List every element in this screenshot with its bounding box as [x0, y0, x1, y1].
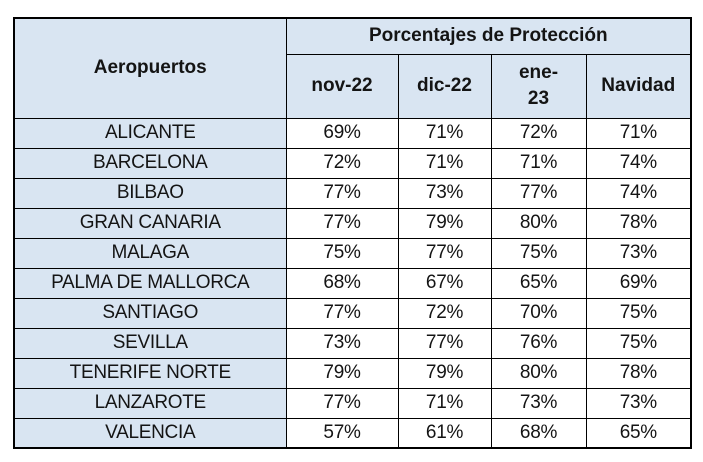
value-cell: 77%: [285, 387, 399, 419]
table-row: VALENCIA 57% 61% 68% 65%: [13, 417, 692, 449]
airports-corner-header: Aeropuertos: [13, 17, 287, 119]
airport-name-cell: MALAGA: [13, 237, 287, 269]
value-cell: 74%: [585, 177, 692, 209]
value-cell: 65%: [585, 417, 692, 449]
value-cell: 78%: [585, 357, 692, 389]
column-header-row: nov-22 dic-22 ene- 23 Navidad: [14, 53, 692, 119]
table-row: SANTIAGO 77% 72% 70% 75%: [13, 297, 692, 329]
table-row: ALICANTE 69% 71% 72% 71%: [13, 117, 692, 149]
value-cell: 67%: [397, 267, 492, 299]
value-cell: 75%: [285, 237, 399, 269]
airport-name-cell: BARCELONA: [13, 147, 287, 179]
value-cell: 77%: [285, 207, 399, 239]
column-header-nov22: nov-22: [285, 53, 399, 119]
airport-name-cell: SANTIAGO: [13, 297, 287, 329]
airport-name-cell: BILBAO: [13, 177, 287, 209]
group-header: Porcentajes de Protección: [285, 17, 692, 55]
value-cell: 71%: [397, 147, 492, 179]
table-row: SEVILLA 73% 77% 76% 75%: [13, 327, 692, 359]
value-cell: 68%: [285, 267, 399, 299]
value-cell: 73%: [397, 177, 492, 209]
column-header-navidad: Navidad: [585, 53, 692, 119]
value-cell: 75%: [490, 237, 587, 269]
protection-table: Aeropuertos Porcentajes de Protección no…: [13, 17, 693, 449]
table-row: BILBAO 77% 73% 77% 74%: [13, 177, 692, 209]
value-cell: 80%: [490, 357, 587, 389]
value-cell: 68%: [490, 417, 587, 449]
airport-name-cell: GRAN CANARIA: [13, 207, 287, 239]
value-cell: 72%: [397, 297, 492, 329]
value-cell: 57%: [285, 417, 399, 449]
value-cell: 73%: [285, 327, 399, 359]
value-cell: 80%: [490, 207, 587, 239]
table-row: MALAGA 75% 77% 75% 73%: [13, 237, 692, 269]
value-cell: 75%: [585, 297, 692, 329]
airport-name-cell: LANZAROTE: [13, 387, 287, 419]
value-cell: 72%: [285, 147, 399, 179]
value-cell: 78%: [585, 207, 692, 239]
airport-name-cell: VALENCIA: [13, 417, 287, 449]
airport-name-cell: PALMA DE MALLORCA: [13, 267, 287, 299]
value-cell: 77%: [285, 177, 399, 209]
value-cell: 72%: [490, 117, 587, 149]
value-cell: 79%: [285, 357, 399, 389]
table-row: GRAN CANARIA 77% 79% 80% 78%: [13, 207, 692, 239]
value-cell: 77%: [397, 237, 492, 269]
column-header-dic22: dic-22: [397, 53, 492, 119]
value-cell: 73%: [585, 387, 692, 419]
table-body: ALICANTE 69% 71% 72% 71% BARCELONA 72% 71% 71% 74…: [13, 117, 692, 449]
value-cell: 77%: [285, 297, 399, 329]
airport-name-cell: TENERIFE NORTE: [13, 357, 287, 389]
value-cell: 76%: [490, 327, 587, 359]
value-cell: 71%: [397, 117, 492, 149]
value-cell: 79%: [397, 357, 492, 389]
value-cell: 69%: [585, 267, 692, 299]
airport-name-cell: SEVILLA: [13, 327, 287, 359]
table-row: TENERIFE NORTE 79% 79% 80% 78%: [13, 357, 692, 389]
value-cell: 77%: [397, 327, 492, 359]
group-header-row: Aeropuertos Porcentajes de Protección: [13, 17, 692, 119]
column-header-ene23: ene- 23: [490, 53, 587, 119]
value-cell: 73%: [585, 237, 692, 269]
value-cell: 79%: [397, 207, 492, 239]
value-cell: 71%: [585, 117, 692, 149]
value-cell: 70%: [490, 297, 587, 329]
airport-name-cell: ALICANTE: [13, 117, 287, 149]
table-row: BARCELONA 72% 71% 71% 74%: [13, 147, 692, 179]
value-cell: 71%: [490, 147, 587, 179]
table-row: PALMA DE MALLORCA 68% 67% 65% 69%: [13, 267, 692, 299]
table-row: LANZAROTE 77% 71% 73% 73%: [13, 387, 692, 419]
value-cell: 75%: [585, 327, 692, 359]
value-cell: 74%: [585, 147, 692, 179]
value-cell: 71%: [397, 387, 492, 419]
value-cell: 65%: [490, 267, 587, 299]
value-cell: 69%: [285, 117, 399, 149]
value-cell: 77%: [490, 177, 587, 209]
value-cell: 73%: [490, 387, 587, 419]
value-cell: 61%: [397, 417, 492, 449]
